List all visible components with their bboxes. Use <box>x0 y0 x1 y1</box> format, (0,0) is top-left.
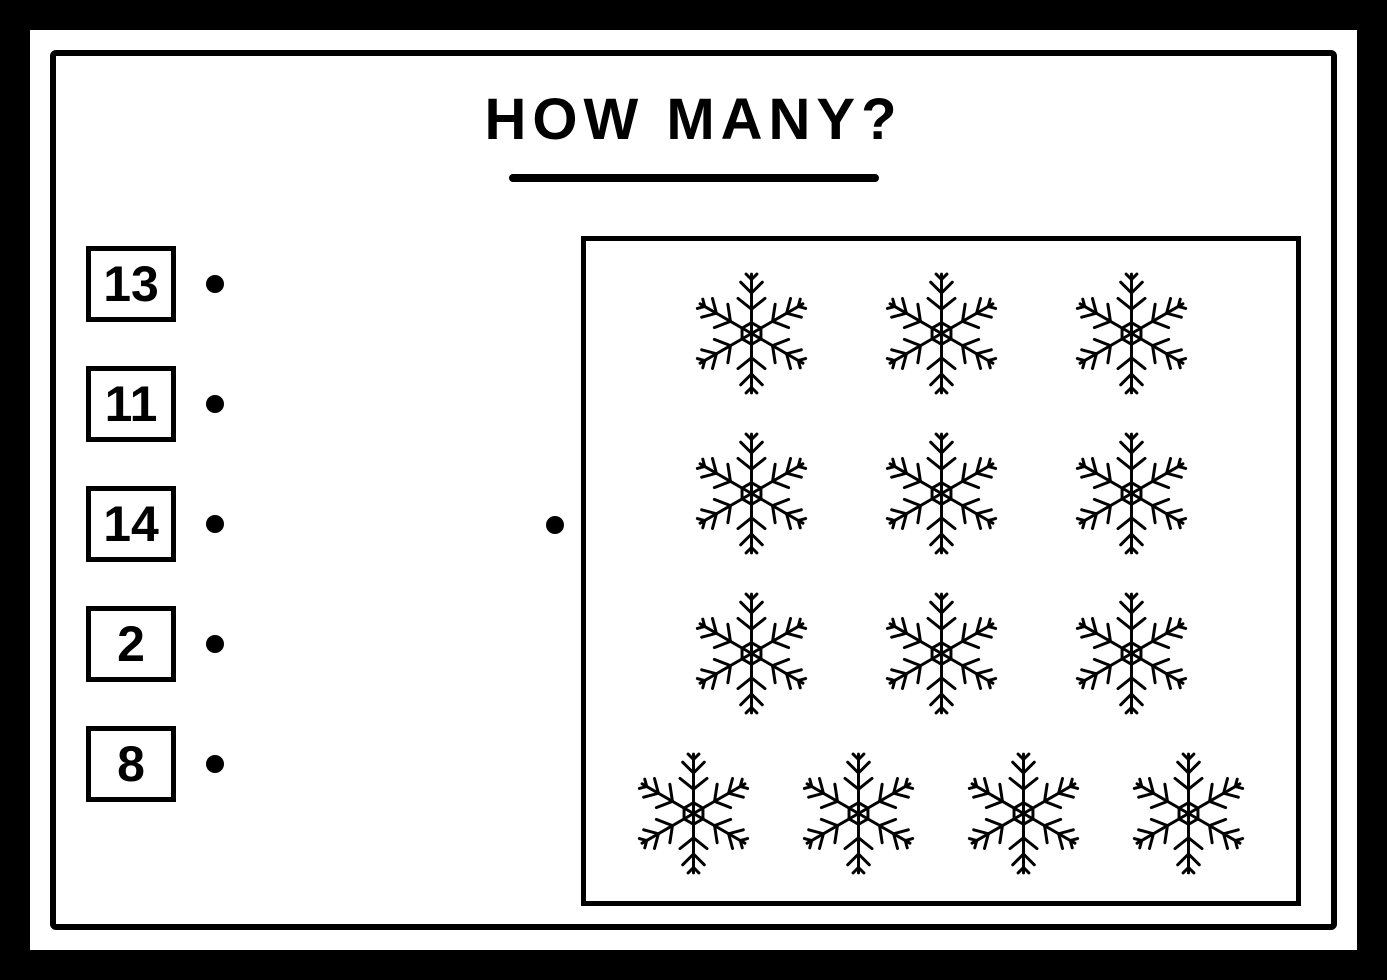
option-row[interactable]: 11 <box>86 366 224 442</box>
picture-box <box>581 236 1301 906</box>
snowflake-row <box>616 586 1266 721</box>
option-dot <box>206 635 224 653</box>
snowflake-icon <box>1064 266 1199 401</box>
option-row[interactable]: 2 <box>86 606 224 682</box>
snowflake-icon <box>684 426 819 561</box>
snowflake-icon <box>956 746 1091 881</box>
outer-frame: HOW MANY? 13 11 14 2 8 <box>0 0 1387 980</box>
snowflake-icon <box>1121 746 1256 881</box>
option-row[interactable]: 13 <box>86 246 224 322</box>
option-box: 14 <box>86 486 176 562</box>
snowflake-icon <box>1064 586 1199 721</box>
option-dot <box>206 515 224 533</box>
title-underline <box>509 174 879 182</box>
snowflake-icon <box>684 266 819 401</box>
snowflake-icon <box>874 266 1009 401</box>
snowflake-row <box>616 266 1266 401</box>
option-dot <box>206 755 224 773</box>
snowflake-icon <box>626 746 761 881</box>
worksheet-title: HOW MANY? <box>56 86 1331 153</box>
snowflake-icon <box>874 426 1009 561</box>
option-box: 11 <box>86 366 176 442</box>
option-dot <box>206 275 224 293</box>
snowflake-icon <box>1064 426 1199 561</box>
option-row[interactable]: 8 <box>86 726 224 802</box>
option-box: 2 <box>86 606 176 682</box>
snowflake-icon <box>791 746 926 881</box>
option-row[interactable]: 14 <box>86 486 224 562</box>
option-box: 13 <box>86 246 176 322</box>
option-dot <box>206 395 224 413</box>
snowflake-icon <box>684 586 819 721</box>
answer-options: 13 11 14 2 8 <box>86 246 224 802</box>
snowflake-row <box>616 746 1266 881</box>
inner-frame: HOW MANY? 13 11 14 2 8 <box>50 50 1337 930</box>
option-box: 8 <box>86 726 176 802</box>
snowflake-row <box>616 426 1266 561</box>
snowflake-icon <box>874 586 1009 721</box>
picture-dot <box>546 516 564 534</box>
